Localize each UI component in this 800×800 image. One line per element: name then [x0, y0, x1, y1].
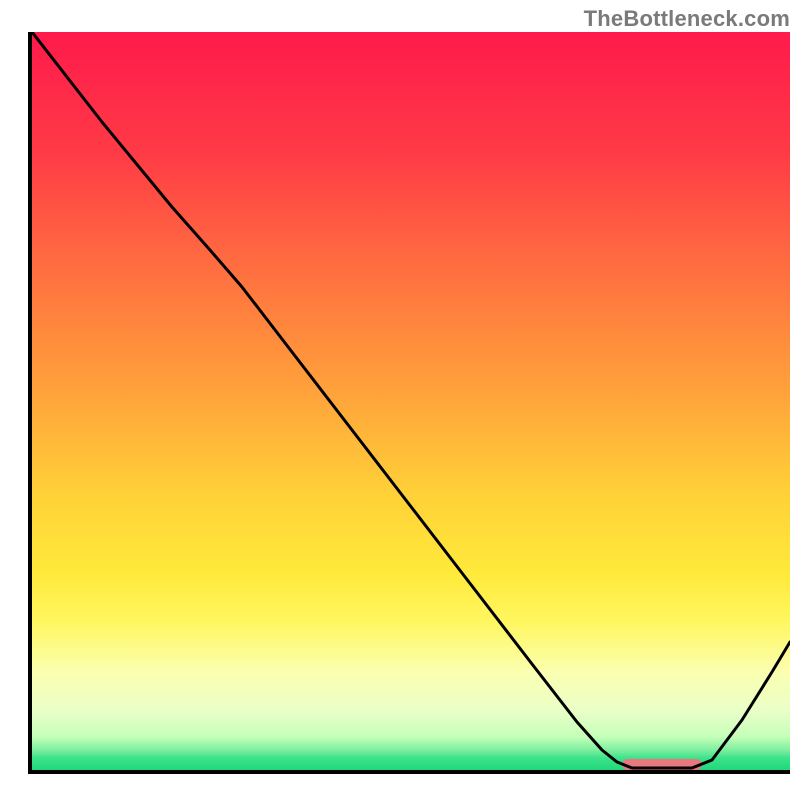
gradient-line-chart	[0, 0, 800, 800]
chart-container: TheBottleneck.com	[0, 0, 800, 800]
plot-background	[32, 32, 790, 770]
watermark-text: TheBottleneck.com	[584, 6, 790, 32]
